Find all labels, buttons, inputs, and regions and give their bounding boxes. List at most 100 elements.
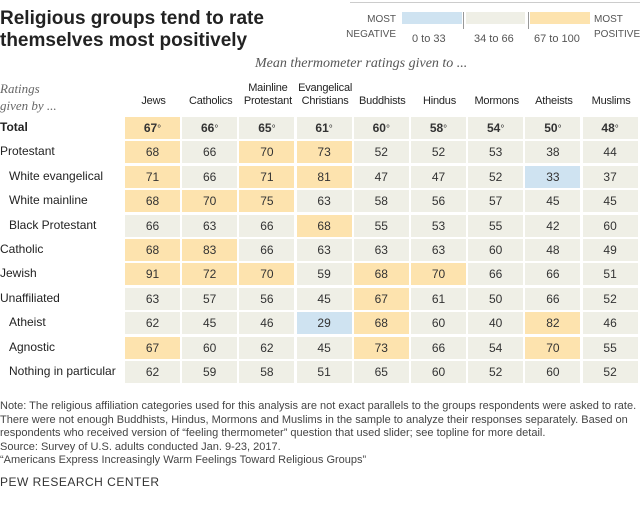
cell-value: 46 xyxy=(603,316,617,331)
heatmap-cell: 33 xyxy=(525,165,581,188)
heatmap-cell: 71 xyxy=(125,165,180,188)
cell-value: 70 xyxy=(260,145,274,160)
cell-value: 45 xyxy=(317,340,331,355)
cell-value: 60 xyxy=(431,316,446,331)
cell-value: 47 xyxy=(431,169,446,184)
heatmap-cell: 58 xyxy=(239,361,295,383)
heatmap-cell: 44 xyxy=(582,141,638,164)
column-header: Hindus xyxy=(411,95,468,108)
cell-value: 66 xyxy=(260,243,274,257)
row-header-line: given by ... xyxy=(0,98,57,113)
heatmap-cell: 61 xyxy=(411,287,466,310)
cell-value: 42 xyxy=(546,218,560,233)
cell-value: 52 xyxy=(374,145,388,160)
heatmap-cell: 45 xyxy=(296,336,352,359)
heatmap-cell: 68 xyxy=(125,239,180,261)
heatmap-cell: 60 xyxy=(525,361,581,383)
row-label: Jewish xyxy=(0,266,37,281)
table-row: Protestant 68 66 70 73 52 52 53 38 44 xyxy=(0,141,640,164)
row-label: Unaffiliated xyxy=(0,290,60,305)
cell-value: 49 xyxy=(603,243,617,257)
table-row: Catholic 68 83 66 63 63 63 60 48 49 xyxy=(0,239,640,261)
heatmap-cell: 40 xyxy=(468,312,524,335)
cell-value: 52 xyxy=(489,365,503,379)
heatmap-cell: 45 xyxy=(582,190,638,213)
cell-value: 47 xyxy=(374,169,388,184)
heatmap-cell: 66 xyxy=(411,336,466,359)
cell-value: 81 xyxy=(317,169,331,184)
legend-most-negative: MOST NEGATIVE xyxy=(346,12,396,42)
table-row: Nothing in particular 62 59 58 51 65 60 52 60 52 xyxy=(0,361,640,383)
degree-unit: ° xyxy=(614,124,619,135)
column-header-line: Catholics xyxy=(188,95,233,107)
table-row: Unaffiliated 63 57 56 45 67 61 50 66 52 xyxy=(0,287,640,310)
heatmap-cell: 54° xyxy=(468,117,524,139)
cell-value: 44 xyxy=(603,145,617,160)
heatmap-cell: 70 xyxy=(525,336,581,359)
cell-value: 60 xyxy=(603,218,617,233)
heatmap-cell: 67° xyxy=(125,117,180,139)
cell-value: 53 xyxy=(431,218,446,233)
cell-value: 56 xyxy=(431,194,446,209)
heatmap-cell: 68 xyxy=(296,214,352,237)
column-header-line: Protestant xyxy=(243,95,292,107)
heatmap-cell: 56 xyxy=(239,287,295,310)
heatmap-cell: 65° xyxy=(239,117,295,139)
cell-value: 67 xyxy=(143,121,158,135)
cell-value: 52 xyxy=(603,291,617,306)
divider xyxy=(350,2,640,3)
cell-value: 61 xyxy=(431,291,446,306)
heatmap-cell: 56 xyxy=(411,190,466,213)
cell-value: 60 xyxy=(372,121,386,135)
heatmap-cell: 60 xyxy=(411,312,466,335)
heatmap-cell: 54 xyxy=(468,336,524,359)
cell-value: 51 xyxy=(317,365,331,379)
legend-label: 67 to 100 xyxy=(534,33,580,45)
heatmap-cell: 68 xyxy=(353,312,409,335)
heatmap-cell: 68 xyxy=(125,190,180,213)
legend-swatch-negative xyxy=(402,12,462,24)
cell-value: 52 xyxy=(603,365,617,379)
heatmap-cell: 58 xyxy=(353,190,409,213)
table-row: Agnostic 67 60 62 45 73 66 54 70 55 xyxy=(0,336,640,359)
column-header: Evangelical Christians xyxy=(297,82,354,108)
heatmap-cell: 66 xyxy=(525,263,581,286)
cell-value: 91 xyxy=(145,267,160,282)
cell-value: 66 xyxy=(546,291,560,306)
cell-value: 65 xyxy=(374,365,388,379)
cell-value: 68 xyxy=(145,243,160,257)
degree-unit: ° xyxy=(443,124,448,135)
cell-value: 53 xyxy=(489,145,503,160)
cell-value: 70 xyxy=(203,194,217,209)
cell-value: 55 xyxy=(603,340,617,355)
heatmap-cell: 53 xyxy=(411,214,466,237)
cell-value: 45 xyxy=(603,194,617,209)
heatmap-cell: 70 xyxy=(239,263,295,286)
legend-text: NEGATIVE xyxy=(346,29,396,40)
table-row: White mainline 68 70 75 63 58 56 57 45 45 xyxy=(0,190,640,213)
heatmap-cell: 65 xyxy=(353,361,409,383)
cell-value: 54 xyxy=(489,340,503,355)
column-header-line: Mainline xyxy=(248,82,288,94)
heatmap-cell: 81 xyxy=(296,165,352,188)
cell-value: 66 xyxy=(203,169,217,184)
cell-value: 60 xyxy=(546,365,560,379)
heatmap-cell: 51 xyxy=(296,361,352,383)
heatmap-cell: 70 xyxy=(239,141,295,164)
heatmap-cell: 63 xyxy=(125,287,180,310)
legend-label: 0 to 33 xyxy=(412,33,446,45)
row-header-line: Ratings xyxy=(0,81,40,96)
row-label: Nothing in particular xyxy=(9,364,116,378)
cell-value: 75 xyxy=(260,194,274,209)
row-label: Catholic xyxy=(0,242,44,256)
column-header: Mormons xyxy=(468,95,525,108)
heatmap-cell: 45 xyxy=(296,287,352,310)
subtitle: Mean thermometer ratings given to ... xyxy=(255,56,468,71)
cell-value: 68 xyxy=(145,145,160,160)
cell-value: 60 xyxy=(431,365,446,379)
degree-unit: ° xyxy=(157,124,162,135)
column-header-line: Mormons xyxy=(474,95,519,107)
heatmap-cell: 45 xyxy=(182,312,238,335)
heatmap-cell: 66° xyxy=(182,117,238,139)
column-header-line: Muslims xyxy=(591,95,631,107)
